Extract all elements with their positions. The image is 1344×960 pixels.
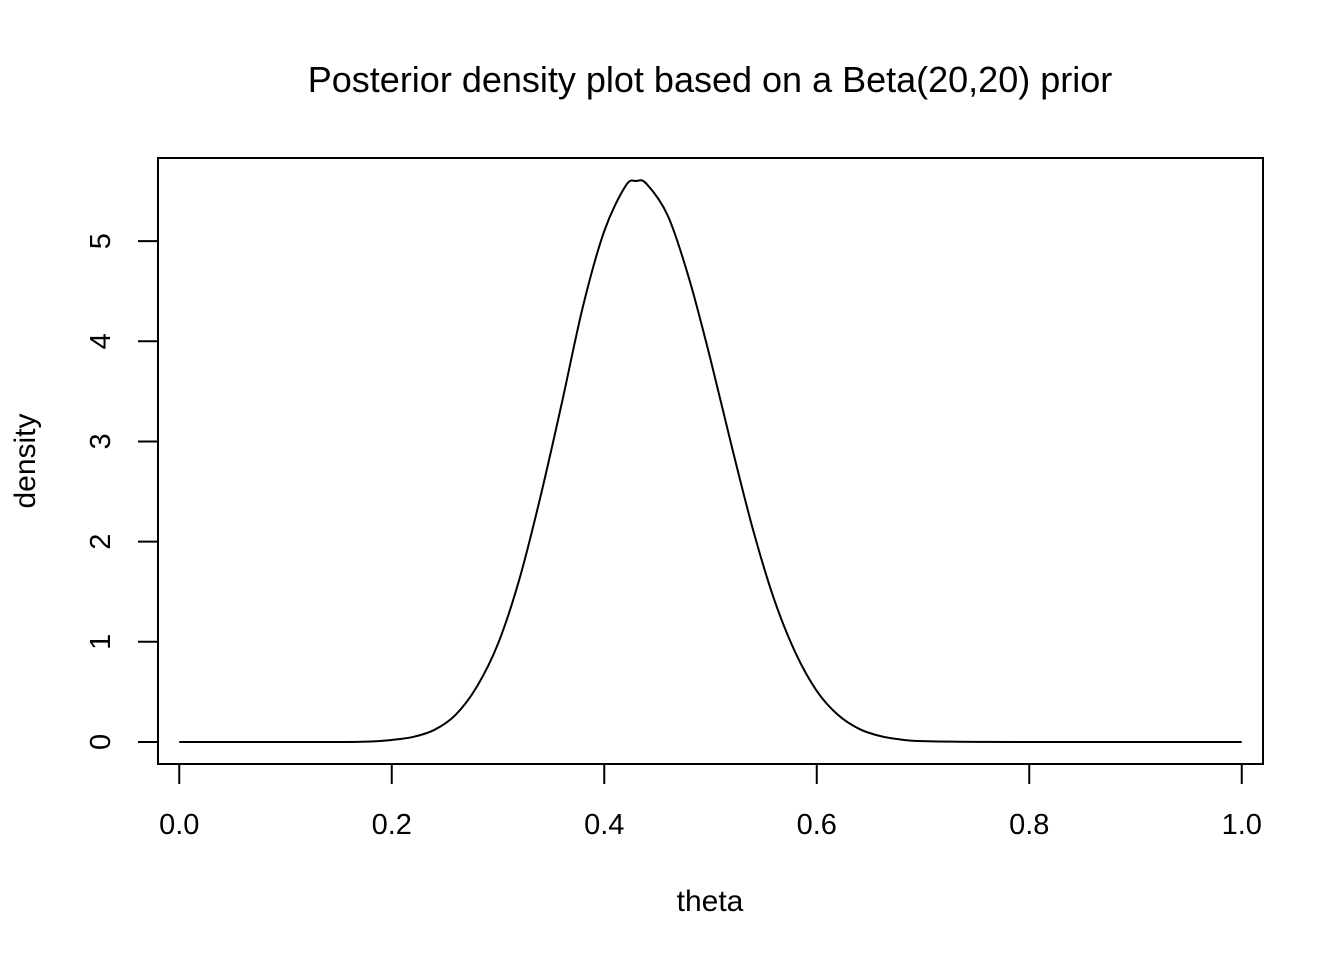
- plot-frame: [157, 157, 1264, 765]
- x-tick-label: 1.0: [1222, 809, 1262, 841]
- y-tick-label: 4: [85, 333, 117, 349]
- y-tick-label: 5: [85, 233, 117, 249]
- x-tick-label: 0.0: [159, 809, 199, 841]
- y-tick-label: 0: [85, 734, 117, 750]
- x-tick-label: 0.4: [584, 809, 624, 841]
- density-curve: [179, 179, 1242, 743]
- x-tick-label: 0.8: [1009, 809, 1049, 841]
- y-tick-label: 3: [85, 433, 117, 449]
- y-tick-label: 1: [85, 634, 117, 650]
- y-axis: 0 1 2 3 4 5: [85, 233, 159, 750]
- x-axis: 0.0 0.2 0.4 0.6 0.8 1.0: [159, 763, 1262, 841]
- y-axis-label: density: [9, 413, 42, 508]
- x-tick-label: 0.6: [797, 809, 837, 841]
- x-axis-label: theta: [677, 885, 744, 918]
- chart-title: Posterior density plot based on a Beta(2…: [308, 59, 1112, 100]
- x-tick-label: 0.2: [372, 809, 412, 841]
- y-tick-label: 2: [85, 534, 117, 550]
